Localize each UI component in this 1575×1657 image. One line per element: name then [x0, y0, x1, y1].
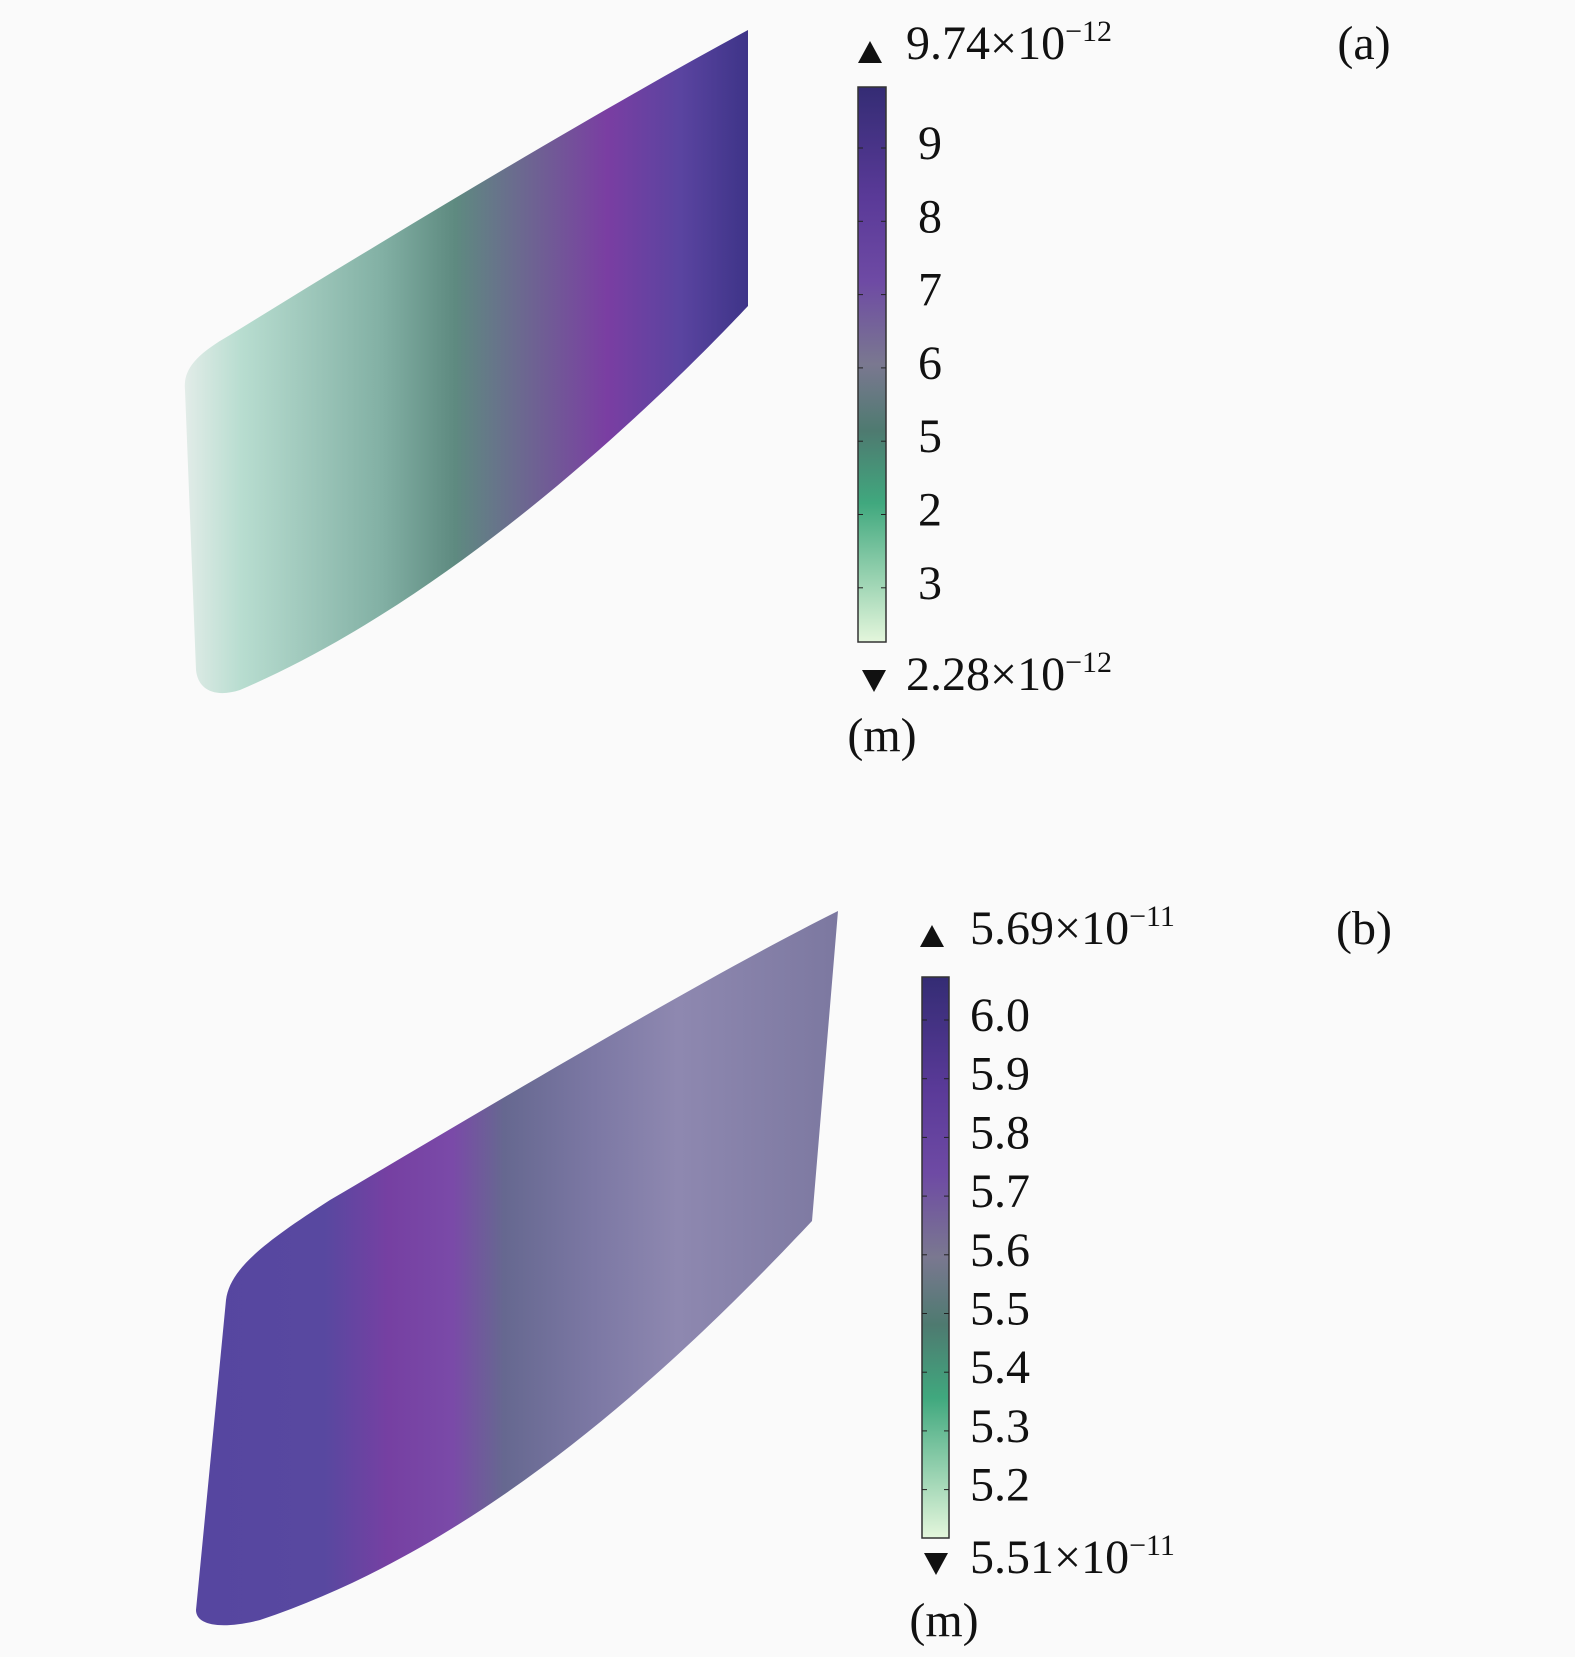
- panel-label: (a): [1337, 17, 1390, 70]
- min-triangle: [924, 1553, 948, 1575]
- tick-label: 5.9: [970, 1048, 1030, 1101]
- unit: (m): [847, 709, 916, 762]
- panel-label: (b): [1336, 902, 1392, 955]
- tick-label: 3: [918, 557, 942, 610]
- tick-label: 6.0: [970, 989, 1030, 1042]
- tick-label: 5.6: [970, 1224, 1030, 1277]
- tick-label: 5.5: [970, 1283, 1030, 1336]
- min-triangle: [862, 670, 886, 692]
- tick-label: 5.2: [970, 1459, 1030, 1512]
- unit: (m): [909, 1594, 978, 1647]
- tick-label: 6: [918, 337, 942, 390]
- tick-label: 9: [918, 117, 942, 170]
- blade-a: [184, 30, 748, 694]
- min-label: 5.51×10−11: [970, 1529, 1175, 1584]
- blade-b: [196, 911, 838, 1626]
- max-label: 5.69×10−11: [970, 900, 1175, 955]
- tick-label: 7: [918, 264, 942, 317]
- colorbar: [921, 976, 950, 1539]
- max-label: 9.74×10−12: [906, 15, 1112, 70]
- colorbar-b: 5.69×10−11 5.51×10−11 (m) (b): [909, 900, 1392, 1647]
- tick-label: 5.3: [970, 1400, 1030, 1453]
- tick-label: 8: [918, 190, 942, 243]
- tick-label: 5.7: [970, 1165, 1030, 1218]
- min-label: 2.28×10−12: [906, 646, 1112, 701]
- max-triangle: [920, 925, 944, 947]
- tick-label: 5: [918, 410, 942, 463]
- colorbar-a: 9.74×10−12 2.28×10−12 (m) (a): [847, 15, 1390, 762]
- max-triangle: [858, 41, 882, 63]
- tick-label: 5.8: [970, 1106, 1030, 1159]
- colorbar: [857, 86, 887, 643]
- tick-label: 5.4: [970, 1341, 1030, 1394]
- tick-label: 2: [918, 484, 942, 537]
